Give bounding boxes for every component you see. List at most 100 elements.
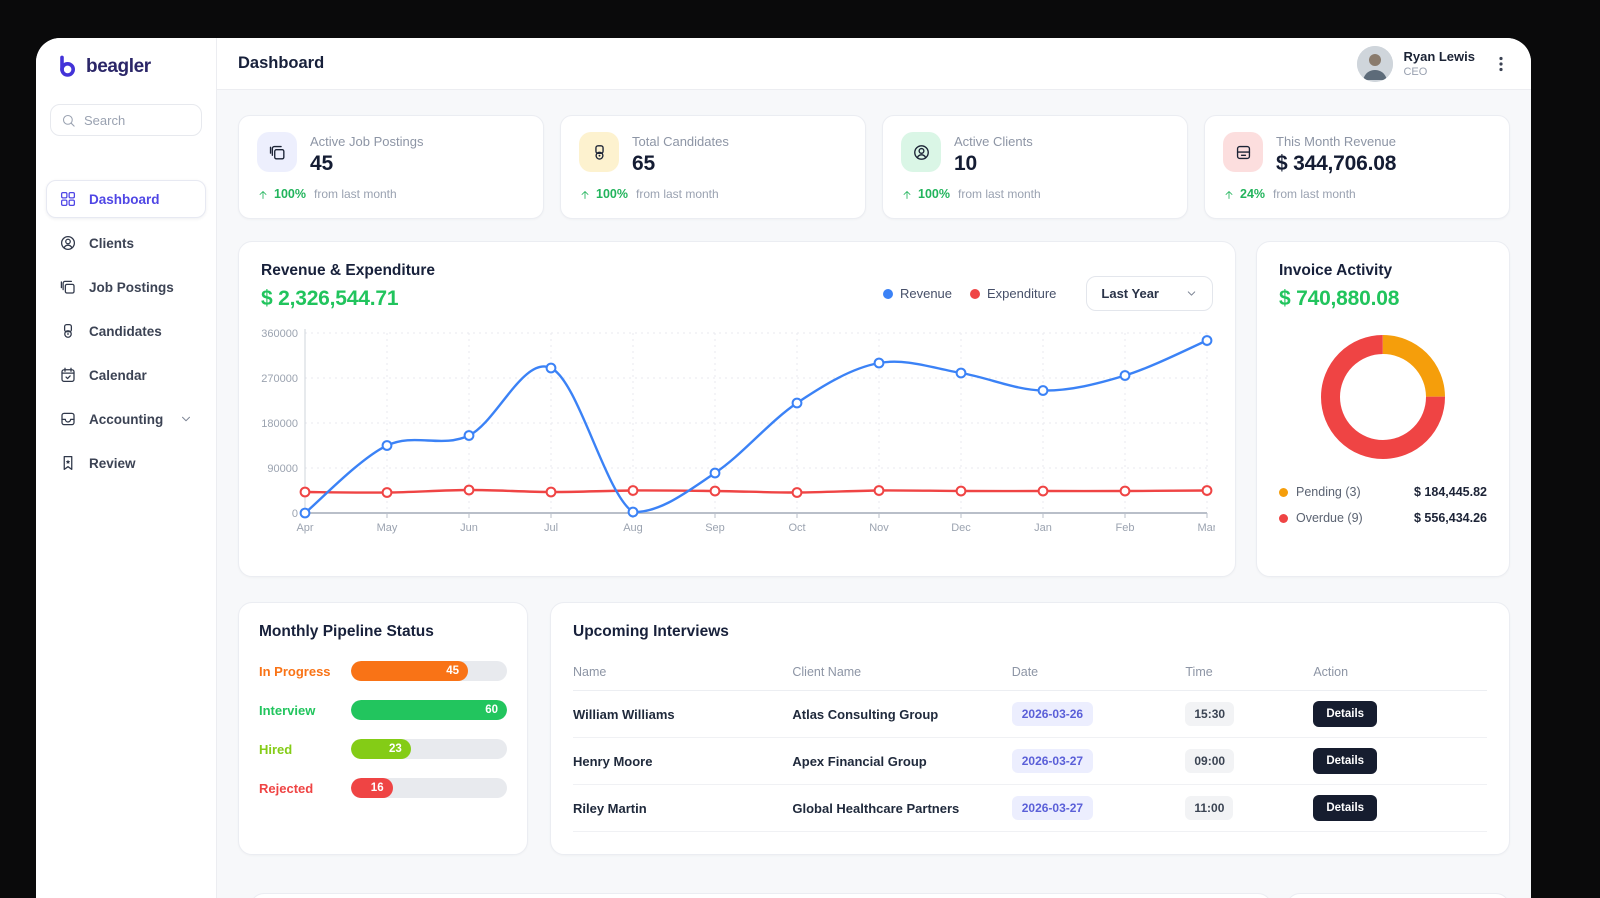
legend-label: Revenue xyxy=(899,286,953,301)
sidebar-item-clients[interactable]: Clients xyxy=(46,224,206,262)
stat-value: $ 344,706.08 xyxy=(1276,152,1397,175)
sidebar-item-accounting[interactable]: Accounting xyxy=(46,400,206,438)
column-header: Name xyxy=(573,665,607,679)
pipeline-bar-fill: 60 xyxy=(351,700,507,720)
legend-label: Overdue (9) xyxy=(1296,511,1363,525)
page-title: Dashboard xyxy=(238,54,325,72)
legend-dot-expenditure xyxy=(970,288,981,299)
details-button[interactable]: Details xyxy=(1313,701,1378,727)
main-content: Active Job Postings 45 100% from last mo… xyxy=(217,90,1531,898)
stat-card-active-job-postings: Active Job Postings 45 100% from last mo… xyxy=(238,115,544,219)
stat-label: Total Candidates xyxy=(632,134,729,149)
search-box[interactable] xyxy=(50,104,202,136)
svg-text:Apr: Apr xyxy=(296,522,313,534)
pipeline-bar-track: 16 xyxy=(351,778,507,798)
sidebar-item-candidates[interactable]: Candidates xyxy=(46,312,206,350)
brand-logo: beagler xyxy=(36,38,216,90)
cell-name: William Williams xyxy=(573,706,675,722)
chevron-down-icon xyxy=(179,412,193,426)
arrow-up-icon xyxy=(579,188,591,200)
invoice-total: $ 740,880.08 xyxy=(1279,287,1400,310)
stat-delta-note: from last month xyxy=(957,187,1041,201)
svg-text:270000: 270000 xyxy=(261,373,298,385)
pipeline-row-in-progress: In Progress 45 xyxy=(259,661,507,681)
sidebar-item-job-postings[interactable]: Job Postings xyxy=(46,268,206,306)
calendar-icon xyxy=(59,366,77,384)
svg-text:Mar: Mar xyxy=(1198,522,1215,534)
sidebar-nav: Dashboard Clients Job Postings Candidate… xyxy=(46,180,206,482)
legend-dot-pending xyxy=(1279,487,1288,497)
svg-text:180000: 180000 xyxy=(261,418,298,430)
archive-icon xyxy=(59,410,77,428)
date-range-select[interactable]: Last Year xyxy=(1086,276,1213,311)
user-name: Ryan Lewis xyxy=(1403,49,1475,65)
cell-name: Riley Martin xyxy=(573,800,647,816)
svg-text:Aug: Aug xyxy=(623,522,643,534)
panel-title: Revenue & Expenditure xyxy=(261,262,435,279)
pipeline-status-panel: Monthly Pipeline Status In Progress 45 I xyxy=(238,602,528,855)
panel-title: Upcoming Interviews xyxy=(573,623,729,640)
pipeline-bar-track: 23 xyxy=(351,739,507,759)
cash-drawer-icon xyxy=(1223,132,1263,172)
user-circle-icon xyxy=(59,234,77,252)
stat-value: 45 xyxy=(310,152,333,175)
table-row: William Williams Atlas Consulting Group … xyxy=(573,691,1487,738)
svg-text:360000: 360000 xyxy=(261,328,298,340)
kebab-menu-icon[interactable] xyxy=(1493,55,1509,73)
cell-client: Apex Financial Group xyxy=(792,753,927,769)
svg-text:Nov: Nov xyxy=(869,522,889,534)
stat-delta-note: from last month xyxy=(1273,187,1356,201)
stat-delta-note: from last month xyxy=(635,187,719,201)
partial-panels-row xyxy=(238,893,1510,898)
user-menu[interactable]: Ryan Lewis CEO xyxy=(1357,45,1509,82)
cell-name: Henry Moore xyxy=(573,753,653,769)
svg-text:Sep: Sep xyxy=(705,522,725,534)
arrow-up-icon xyxy=(1223,188,1235,200)
details-button[interactable]: Details xyxy=(1313,795,1378,821)
invoice-activity-panel: Invoice Activity $ 740,880.08 Pending (3… xyxy=(1256,241,1510,577)
stat-label: Active Clients xyxy=(954,134,1033,149)
time-badge: 09:00 xyxy=(1185,749,1235,773)
medal-icon xyxy=(59,322,77,340)
svg-text:Jul: Jul xyxy=(544,522,558,534)
sidebar-item-label: Job Postings xyxy=(89,279,174,295)
details-button[interactable]: Details xyxy=(1313,748,1378,774)
legend-label: Pending (3) xyxy=(1296,485,1361,499)
chevron-down-icon xyxy=(1185,287,1198,300)
pipeline-label: In Progress xyxy=(259,663,331,679)
stats-row: Active Job Postings 45 100% from last mo… xyxy=(238,115,1510,219)
stat-card-total-candidates: Total Candidates 65 100% from last month xyxy=(560,115,866,219)
stat-card-active-clients: Active Clients 10 100% from last month xyxy=(882,115,1188,219)
date-badge: 2026-03-26 xyxy=(1011,702,1094,726)
svg-text:90000: 90000 xyxy=(267,463,298,475)
pipeline-row-rejected: Rejected 16 xyxy=(259,778,507,798)
invoice-legend-overdue: Overdue (9) $ 556,434.26 xyxy=(1279,511,1487,525)
search-input[interactable] xyxy=(84,112,191,128)
revenue-total: $ 2,326,544.71 xyxy=(261,287,399,310)
pipeline-label: Interview xyxy=(259,702,316,718)
sidebar-item-label: Calendar xyxy=(89,367,147,383)
svg-text:Oct: Oct xyxy=(788,522,805,534)
partial-panel xyxy=(250,893,1272,898)
sidebar-item-review[interactable]: Review xyxy=(46,444,206,482)
avatar xyxy=(1357,45,1394,82)
stat-label: This Month Revenue xyxy=(1276,134,1396,149)
date-range-value: Last Year xyxy=(1101,286,1159,301)
stat-card-month-revenue: This Month Revenue $ 344,706.08 24% from… xyxy=(1204,115,1510,219)
revenue-expenditure-panel: Revenue & Expenditure $ 2,326,544.71 Rev… xyxy=(238,241,1236,577)
column-header: Client Name xyxy=(792,665,862,679)
sidebar-item-label: Candidates xyxy=(89,323,162,339)
pipeline-bar-fill: 23 xyxy=(351,739,411,759)
pipeline-value: 45 xyxy=(446,665,459,677)
svg-text:Jun: Jun xyxy=(460,522,478,534)
column-header: Action xyxy=(1313,665,1349,679)
sidebar-item-calendar[interactable]: Calendar xyxy=(46,356,206,394)
table-row: Riley Martin Global Healthcare Partners … xyxy=(573,785,1487,832)
upcoming-interviews-panel: Upcoming Interviews Name Client Name Dat… xyxy=(550,602,1510,855)
sidebar-item-dashboard[interactable]: Dashboard xyxy=(46,180,206,218)
legend-dot-revenue xyxy=(882,288,893,299)
sidebar: beagler Dashboard Clients Job Postings xyxy=(36,38,217,898)
arrow-up-icon xyxy=(257,188,269,200)
pipeline-row-hired: Hired 23 xyxy=(259,739,507,759)
legend-label: Expenditure xyxy=(987,286,1057,301)
